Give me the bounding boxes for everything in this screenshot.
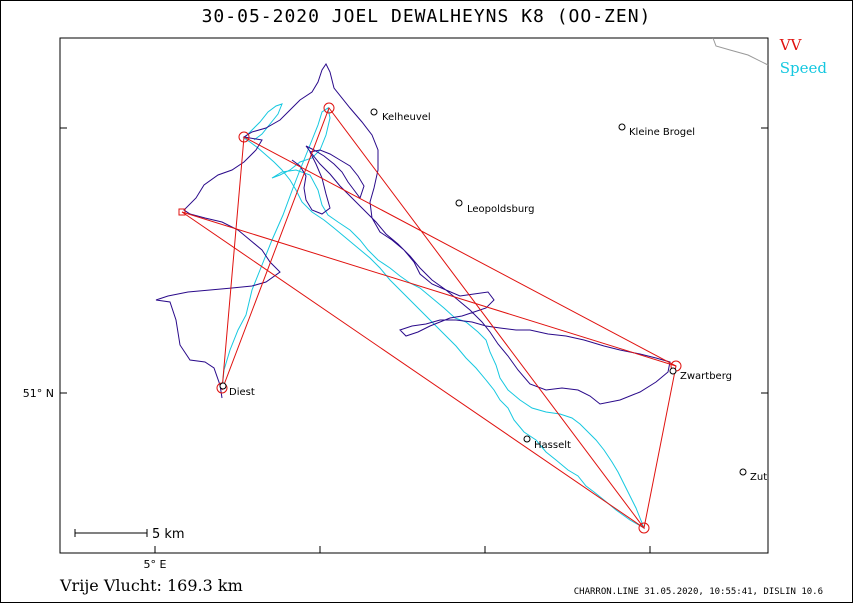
town-marker	[523, 435, 531, 443]
town-label: Zut	[750, 472, 767, 483]
town-label: Diest	[229, 387, 255, 398]
town-label: Zwartberg	[680, 371, 732, 382]
flight-distance: 169.3 km	[167, 576, 243, 595]
lat-tick-label: 51° N	[23, 387, 54, 400]
legend: VV Speed	[780, 34, 827, 80]
flight-title: 30-05-2020 JOEL DEWALHEYNS K8 (OO-ZEN)	[201, 6, 652, 27]
task-route	[221, 106, 677, 530]
turnpoint-marker[interactable]	[178, 208, 186, 216]
footer-info: CHARRON.LINE 31.05.2020, 10:55:41, DISLI…	[573, 587, 823, 597]
lon-tick-label: 5° E	[144, 558, 167, 571]
flight-track	[155, 63, 671, 405]
town-marker	[669, 367, 677, 375]
plot-area	[59, 37, 769, 554]
town-label: Kelheuvel	[382, 112, 431, 123]
town-marker	[219, 382, 227, 390]
turnpoints	[178, 102, 682, 534]
flight-summary: Vrije Vlucht: 169.3 km	[60, 576, 243, 595]
town-marker	[455, 199, 463, 207]
axis-ticks	[60, 127, 768, 553]
town-label: Hasselt	[534, 440, 571, 451]
task-route-secondary	[181, 211, 677, 367]
town-marker	[370, 108, 378, 116]
turnpoint-marker[interactable]	[238, 131, 250, 143]
town-marker	[618, 123, 626, 131]
town-marker	[739, 468, 747, 476]
task-route-tertiary	[181, 211, 645, 529]
flight-label: Vrije Vlucht:	[60, 576, 162, 595]
turnpoint-marker[interactable]	[638, 522, 650, 534]
scale-bar: 5 km	[74, 527, 185, 542]
scale-label: 5 km	[152, 527, 185, 542]
legend-vv: VV	[779, 36, 802, 54]
turnpoint-marker[interactable]	[323, 102, 335, 114]
legend-speed: Speed	[779, 59, 827, 77]
speed-track	[221, 103, 645, 530]
town-label: Kleine Brogel	[629, 127, 695, 138]
border-line	[712, 37, 769, 66]
town-label: Leopoldsburg	[467, 204, 534, 215]
towns: Kelheuvel Kleine Brogel Leopoldsburg Die…	[219, 108, 767, 483]
